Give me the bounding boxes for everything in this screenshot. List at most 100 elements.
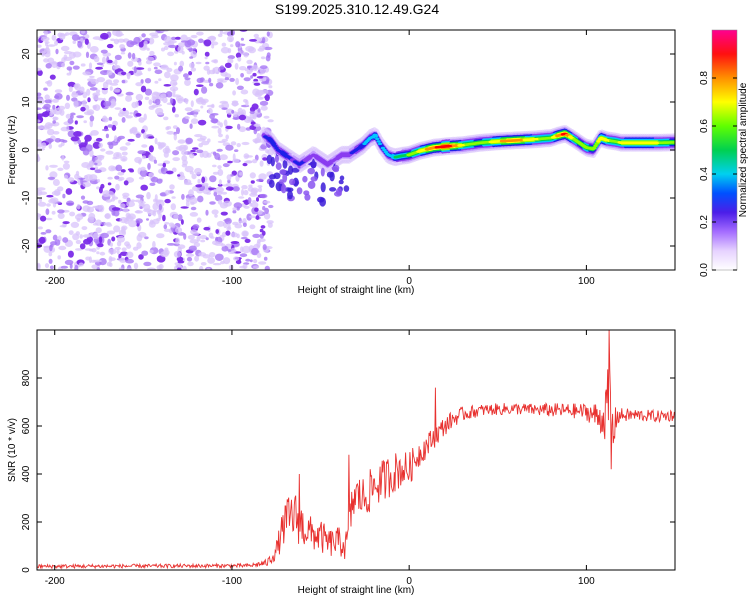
noise-speckle — [120, 251, 129, 257]
ridge-speckle — [332, 168, 340, 173]
ridge-core — [672, 141, 675, 144]
noise-speckle — [172, 88, 176, 96]
x-tick-label: -100 — [222, 276, 242, 287]
noise-speckle — [88, 160, 94, 166]
noise-speckle — [184, 107, 193, 112]
noise-speckle — [105, 150, 114, 155]
noise-speckle — [143, 261, 152, 267]
noise-speckle — [203, 226, 211, 231]
noise-speckle — [185, 253, 195, 257]
noise-speckle — [233, 202, 243, 209]
noise-speckle — [153, 159, 157, 164]
ridge-core — [375, 137, 380, 141]
noise-speckle — [99, 251, 106, 256]
colorbar: 0.0 0.2 0.4 0.6 0.8 Normalized spectral ampl… — [699, 29, 749, 277]
noise-speckle — [44, 263, 50, 269]
noise-speckle — [219, 100, 229, 104]
noise-speckle — [251, 103, 259, 110]
ridge-speckle — [333, 191, 342, 197]
noise-speckle — [37, 262, 41, 270]
noise-speckle — [125, 95, 133, 102]
noise-speckle — [184, 165, 194, 173]
noise-speckle — [198, 252, 207, 257]
noise-speckle — [124, 217, 130, 225]
noise-speckle — [246, 213, 252, 221]
noise-speckle — [201, 140, 210, 146]
noise-speckle — [119, 203, 126, 209]
noise-speckle — [95, 66, 103, 70]
noise-speckle — [88, 62, 93, 70]
noise-speckle — [243, 51, 249, 58]
noise-speckle — [217, 165, 222, 170]
noise-speckle — [217, 199, 223, 205]
noise-speckle — [144, 78, 152, 84]
noise-speckle — [80, 177, 84, 185]
colorbar-frame — [711, 29, 738, 271]
noise-speckle — [252, 88, 260, 96]
noise-speckle — [256, 178, 264, 182]
noise-speckle — [149, 32, 159, 37]
noise-speckle — [215, 194, 223, 202]
noise-speckle — [190, 206, 197, 211]
noise-speckle — [166, 243, 176, 246]
noise-speckle — [72, 40, 77, 44]
noise-speckle — [244, 155, 253, 158]
noise-speckle — [90, 130, 99, 136]
ridge-core — [592, 146, 597, 150]
noise-speckle — [65, 113, 72, 119]
noise-speckle — [94, 169, 102, 174]
noise-speckle — [250, 121, 256, 125]
noise-speckle — [186, 39, 196, 46]
noise-speckle — [143, 132, 147, 140]
noise-speckle — [136, 242, 142, 249]
noise-speckle — [227, 58, 234, 64]
noise-speckle — [118, 267, 124, 270]
noise-speckle — [37, 226, 44, 230]
noise-speckle — [89, 115, 95, 122]
noise-speckle — [253, 140, 262, 144]
noise-speckle — [232, 90, 237, 96]
noise-speckle — [59, 109, 65, 116]
noise-speckle — [37, 125, 43, 130]
noise-speckle — [172, 106, 176, 113]
noise-speckle — [205, 209, 209, 216]
noise-speckle — [165, 189, 171, 195]
noise-speckle — [156, 217, 161, 222]
noise-speckle — [67, 177, 75, 183]
ridge-speckle — [320, 167, 325, 177]
noise-speckle — [44, 94, 50, 100]
y-tick-label: 200 — [21, 513, 32, 530]
noise-speckle — [89, 75, 95, 79]
noise-speckle — [73, 100, 79, 108]
noise-speckle — [223, 257, 231, 265]
noise-speckle — [190, 50, 197, 59]
noise-speckle — [219, 65, 225, 70]
noise-speckle — [89, 78, 96, 82]
noise-speckle — [243, 99, 248, 103]
noise-speckle — [219, 122, 223, 128]
noise-speckle — [153, 62, 161, 67]
noise-speckle — [247, 197, 252, 204]
noise-speckle — [201, 182, 209, 187]
noise-speckle — [49, 244, 53, 252]
noise-speckle — [180, 206, 189, 209]
noise-speckle — [158, 78, 162, 82]
noise-speckle — [232, 207, 238, 211]
noise-speckle — [95, 227, 102, 234]
noise-speckle — [222, 184, 229, 187]
ridge-speckle — [291, 167, 300, 173]
noise-speckle — [68, 230, 74, 236]
noise-speckle — [144, 88, 152, 96]
noise-speckle — [240, 73, 245, 78]
snr-x-label: Height of straight line (km) — [298, 585, 415, 596]
noise-speckle — [127, 214, 132, 219]
noise-speckle — [49, 265, 54, 270]
noise-speckle — [248, 46, 256, 54]
noise-speckle — [106, 43, 114, 49]
noise-speckle — [69, 60, 75, 66]
noise-speckle — [115, 183, 120, 191]
noise-speckle — [146, 56, 155, 61]
noise-speckle — [259, 228, 264, 233]
noise-speckle — [209, 113, 216, 120]
noise-speckle — [131, 52, 136, 60]
